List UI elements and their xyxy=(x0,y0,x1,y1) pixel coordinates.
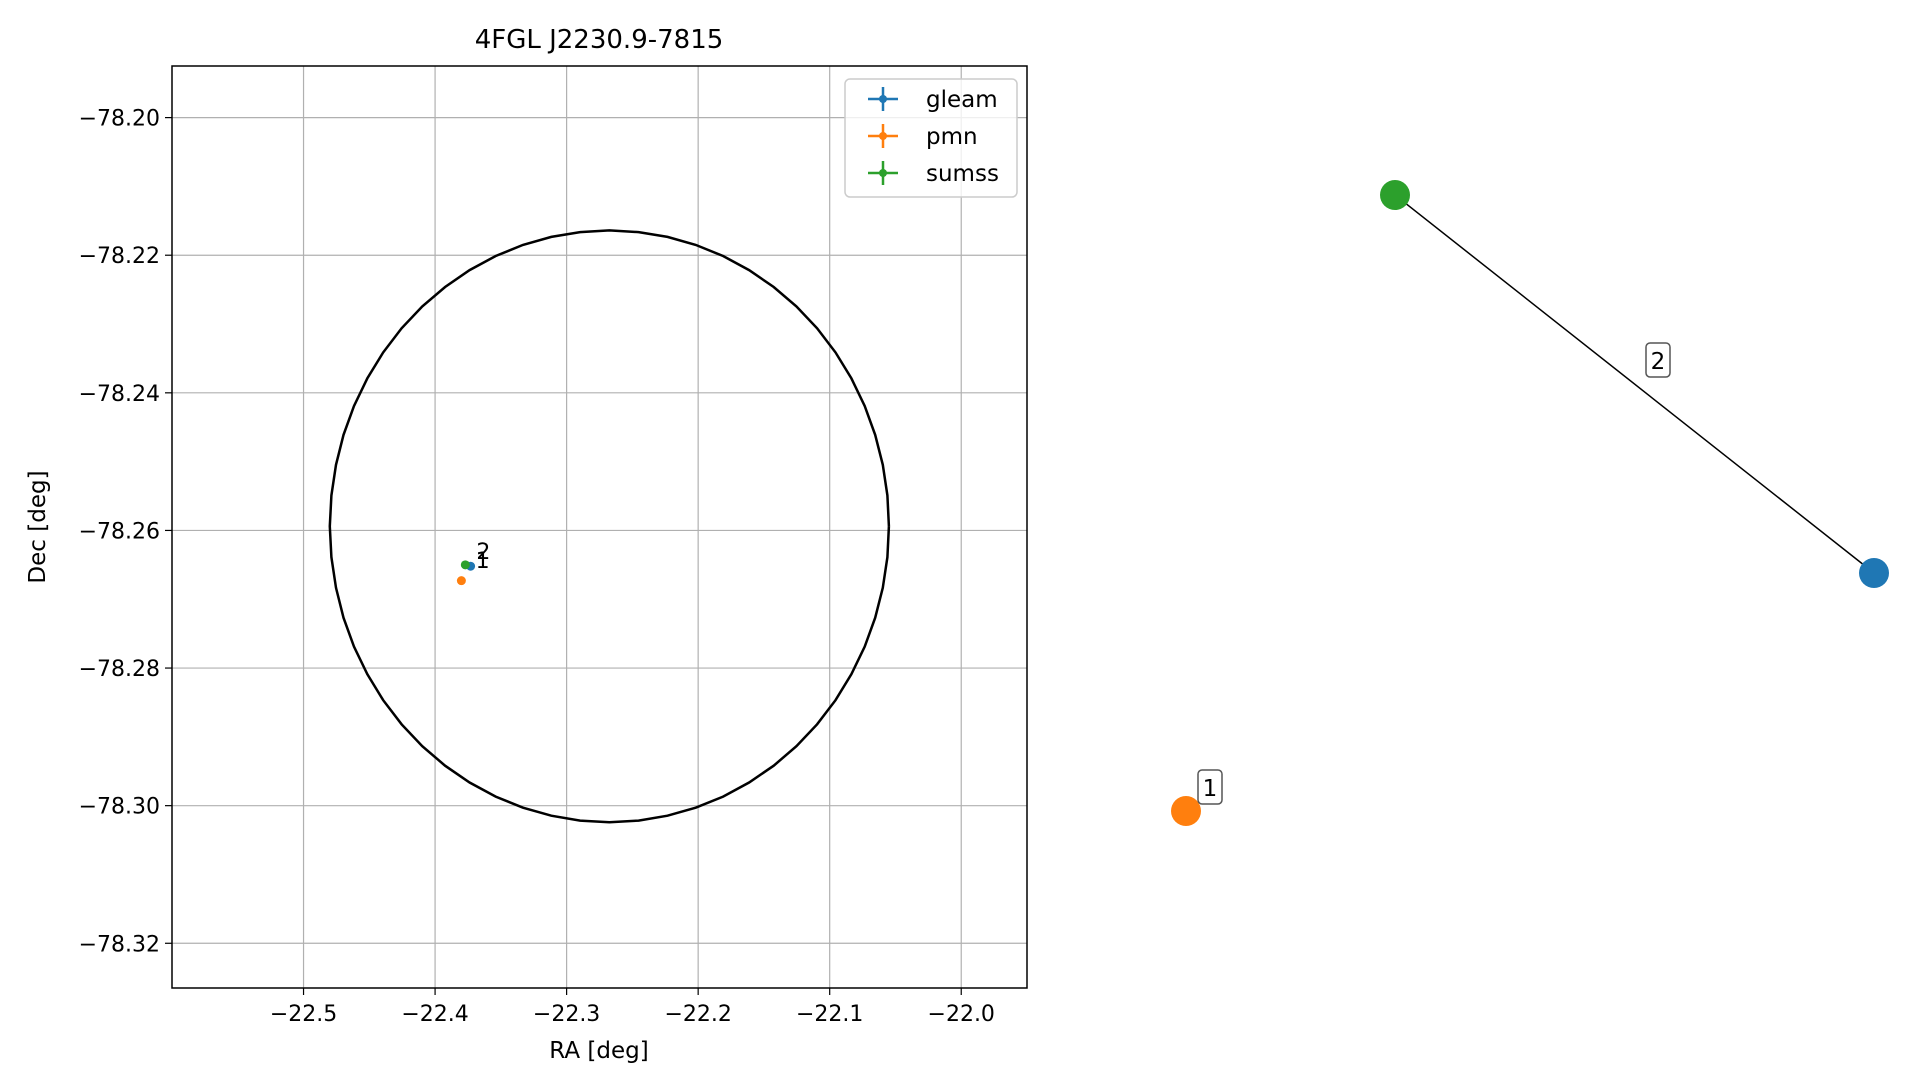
scatter-plot: 4FGL J2230.9-7815 12 −22.5 −22.4 −22.3 −22.… xyxy=(25,25,1028,1064)
legend-marker-gleam xyxy=(868,87,898,111)
edge-label: 2 xyxy=(1651,349,1666,375)
point-annotation: 1 xyxy=(476,549,490,574)
y-tick-label: −78.22 xyxy=(79,244,160,269)
y-axis-ticks: −78.20 −78.22 −78.24 −78.26 −78.28 −78.30 −78.… xyxy=(79,107,172,957)
legend-dot xyxy=(879,132,887,140)
legend: gleam pmn sumss xyxy=(844,78,1018,198)
node-label-box: 1 xyxy=(1197,769,1223,805)
error-ellipse-layer xyxy=(328,229,891,824)
y-tick-label: −78.30 xyxy=(79,795,160,820)
legend-dot xyxy=(879,95,887,103)
y-tick-label: −78.28 xyxy=(79,657,160,682)
x-tick-label: −22.1 xyxy=(796,1002,863,1027)
node-label: 1 xyxy=(1203,776,1218,802)
graph-edge-sumss-gleam xyxy=(1394,194,1875,574)
network-graph: 2 1 xyxy=(1171,180,1889,826)
graph-node-sumss xyxy=(1380,180,1410,210)
legend-entry-pmn: pmn xyxy=(868,124,978,150)
edge-label-box: 2 xyxy=(1645,342,1671,378)
error-ellipse xyxy=(328,229,891,824)
data-point-pmn xyxy=(456,576,466,586)
legend-dot xyxy=(879,169,887,177)
edge-label-frame xyxy=(1645,342,1671,378)
legend-entry-gleam: gleam xyxy=(868,87,998,113)
x-axis-label: RA [deg] xyxy=(549,1038,648,1064)
y-tick-label: −78.32 xyxy=(79,932,160,957)
plot-title: 4FGL J2230.9-7815 xyxy=(475,25,724,55)
y-axis-label: Dec [deg] xyxy=(25,470,51,583)
x-tick-label: −22.5 xyxy=(270,1002,337,1027)
legend-label-pmn: pmn xyxy=(926,124,978,150)
graph-node-gleam xyxy=(1859,558,1889,588)
legend-label-gleam: gleam xyxy=(926,87,998,113)
point-annotations: 12 xyxy=(476,540,491,574)
x-tick-label: −22.4 xyxy=(401,1002,468,1027)
data-points-layer xyxy=(456,560,476,586)
y-tick-label: −78.20 xyxy=(79,107,160,132)
node-label-frame xyxy=(1197,769,1223,805)
legend-label-sumss: sumss xyxy=(926,161,999,187)
legend-marker-pmn xyxy=(868,124,898,148)
point-annotation: 2 xyxy=(476,540,490,565)
x-tick-label: −22.2 xyxy=(664,1002,731,1027)
legend-box xyxy=(844,78,1018,198)
x-tick-label: −22.3 xyxy=(533,1002,600,1027)
legend-marker-sumss xyxy=(868,161,898,185)
y-tick-label: −78.24 xyxy=(79,382,160,407)
x-axis-ticks: −22.5 −22.4 −22.3 −22.2 −22.1 −22.0 xyxy=(270,988,995,1027)
grid-lines xyxy=(172,66,1027,988)
legend-entry-sumss: sumss xyxy=(868,161,999,187)
x-tick-label: −22.0 xyxy=(928,1002,995,1027)
data-point-sumss xyxy=(460,560,470,570)
graph-node-pmn xyxy=(1171,796,1201,826)
y-tick-label: −78.26 xyxy=(79,519,160,544)
plot-frame xyxy=(171,65,1028,989)
